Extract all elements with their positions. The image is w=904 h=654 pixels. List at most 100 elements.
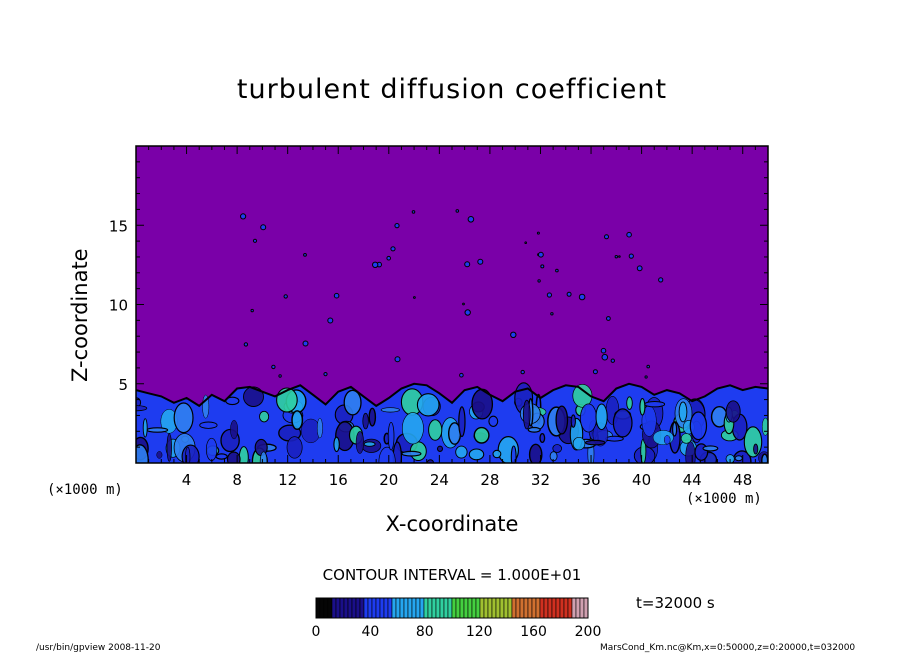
colorbar-segment xyxy=(319,597,325,619)
layer-contour xyxy=(136,382,768,408)
eddy-dot xyxy=(578,293,586,301)
colorbar-segment xyxy=(391,597,397,619)
colorbar-tick-label: 200 xyxy=(575,624,602,640)
y-axis-label: Z-coordinate xyxy=(68,248,92,382)
x-tick-label: 12 xyxy=(278,471,297,489)
colorbar-segment xyxy=(515,597,521,619)
colorbar-segment xyxy=(407,597,413,619)
eddy-patch xyxy=(492,449,502,459)
colorbar-segment xyxy=(511,597,517,619)
eddy-dot xyxy=(537,279,541,283)
eddy-dot xyxy=(658,277,664,283)
eddy-dot xyxy=(614,255,618,259)
colorbar-segment xyxy=(383,597,389,619)
colorbar-segment xyxy=(435,597,441,619)
eddy-patch xyxy=(142,418,148,438)
x-tick-label: 44 xyxy=(683,471,702,489)
colorbar-segment xyxy=(399,597,405,619)
eddy-dot xyxy=(524,241,528,244)
colorbar-segment xyxy=(459,597,465,619)
eddy-dot xyxy=(278,374,282,378)
colorbar-segment xyxy=(375,597,381,619)
x-tick-label: 4 xyxy=(182,471,192,489)
eddy-patch xyxy=(725,454,735,463)
eddy-dot xyxy=(467,216,475,223)
eddy-dot xyxy=(372,261,379,268)
eddy-dot xyxy=(390,246,396,252)
eddy-patch xyxy=(199,421,218,429)
colorbar-segment xyxy=(551,597,557,619)
colorbar-segment xyxy=(507,597,513,619)
colorbar-segment xyxy=(467,597,473,619)
turbulent-field xyxy=(136,209,768,463)
eddy-patch xyxy=(291,410,304,431)
eddy-dot xyxy=(538,251,544,258)
eddy-patch xyxy=(626,396,633,410)
eddy-patch xyxy=(286,436,303,459)
eddy-patch xyxy=(343,389,362,416)
eddy-patch xyxy=(572,436,586,451)
eddy-dot xyxy=(333,292,340,299)
eddy-patch xyxy=(362,412,369,430)
eddy-patch xyxy=(743,426,763,458)
colorbar-segment xyxy=(503,597,509,619)
x-tick-label: 24 xyxy=(430,471,449,489)
eddy-dot xyxy=(250,308,254,313)
colorbar-segment xyxy=(347,597,353,619)
eddy-patch xyxy=(761,453,768,463)
colorbar-tick-label: 0 xyxy=(312,624,321,640)
colorbar-segment xyxy=(495,597,501,619)
colorbar-segment xyxy=(335,597,341,619)
colorbar-segment xyxy=(419,597,425,619)
eddy-patch xyxy=(473,426,490,444)
colorbar: 0 40 80 120 160 200 xyxy=(312,597,602,640)
eddy-patch xyxy=(259,451,268,463)
eddy-patch xyxy=(136,397,142,408)
eddy-patch xyxy=(528,443,543,463)
eddy-dot xyxy=(510,331,517,338)
colorbar-tick-label: 160 xyxy=(520,624,547,640)
x-tick-label: 48 xyxy=(733,471,752,489)
colorbar-segment xyxy=(367,597,373,619)
colorbar-segment xyxy=(379,597,385,619)
eddy-dot xyxy=(644,375,648,379)
eddy-patch xyxy=(259,410,270,423)
eddy-patch xyxy=(522,399,531,430)
colorbar-segment xyxy=(499,597,505,619)
colorbar-segment xyxy=(567,597,573,619)
eddy-patch xyxy=(181,444,200,463)
eddy-dot xyxy=(566,291,572,297)
eddy-dot xyxy=(302,340,309,347)
eddy-dot xyxy=(243,342,249,347)
colorbar-segment xyxy=(343,597,349,619)
colorbar-segment xyxy=(539,597,545,619)
colorbar-segment xyxy=(455,597,461,619)
colorbar-segment xyxy=(583,597,589,619)
eddy-dot xyxy=(636,265,643,272)
y-tick-label: 15 xyxy=(109,217,128,235)
eddy-dot xyxy=(283,294,288,299)
colorbar-segment xyxy=(447,597,453,619)
colorbar-segment xyxy=(527,597,533,619)
eddy-patch xyxy=(584,439,606,446)
colorbar-segment xyxy=(483,597,489,619)
eddy-patch xyxy=(156,451,163,459)
eddy-patch xyxy=(702,445,719,452)
eddy-patch xyxy=(368,407,377,427)
eddy-dot xyxy=(604,234,609,240)
eddy-dot xyxy=(626,231,632,238)
eddy-dot xyxy=(411,210,416,214)
eddy-patch xyxy=(468,448,485,461)
eddy-dot xyxy=(618,255,621,258)
colorbar-segment xyxy=(487,597,493,619)
eddy-dot xyxy=(610,358,615,363)
x-tick-label: 40 xyxy=(632,471,651,489)
x-tick-label: 36 xyxy=(581,471,600,489)
eddy-dot xyxy=(260,224,267,231)
colorbar-tick-label: 80 xyxy=(416,624,434,640)
time-label: t=32000 s xyxy=(636,594,715,612)
x-tick-label: 28 xyxy=(480,471,499,489)
eddy-patch xyxy=(510,445,517,463)
x-tick-label: 16 xyxy=(329,471,348,489)
eddy-dot xyxy=(592,369,598,375)
